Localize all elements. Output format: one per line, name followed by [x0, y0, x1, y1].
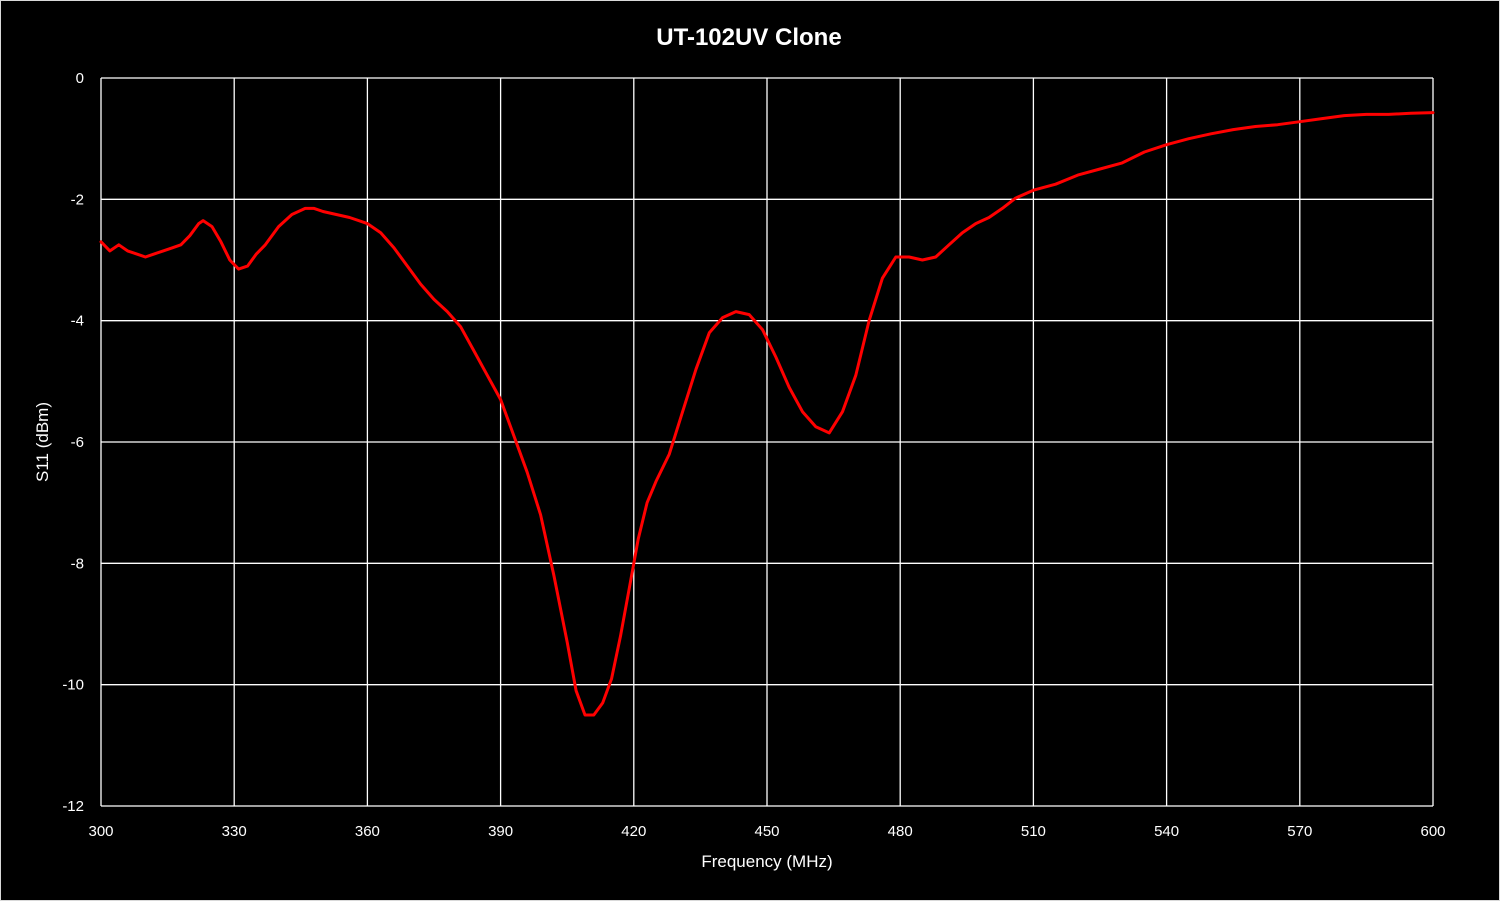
x-tick-label: 480 [888, 823, 913, 840]
series-layer [99, 111, 1435, 717]
y-tick-label: 0 [76, 70, 84, 87]
y-axis-title: S11 (dBm) [33, 402, 52, 482]
x-tick-label: 600 [1420, 823, 1445, 840]
x-tick-label: 360 [355, 823, 380, 840]
x-tick-label: 570 [1287, 823, 1312, 840]
series-line [99, 111, 1435, 717]
y-tick-label: -12 [62, 798, 84, 815]
x-tick-label: 300 [88, 823, 113, 840]
x-tick-label: 510 [1021, 823, 1046, 840]
x-axis-title: Frequency (MHz) [701, 852, 832, 871]
x-tick-label: 420 [621, 823, 646, 840]
y-tick-label: -10 [62, 677, 84, 694]
y-tick-label: -4 [71, 313, 84, 330]
grid [100, 77, 1434, 807]
y-tick-label: -2 [71, 191, 84, 208]
x-tick-label: 540 [1154, 823, 1179, 840]
y-tick-label: -6 [71, 434, 84, 451]
x-tick-labels: 300 330 360 390 420 450 480 510 540 570 600 [88, 823, 1445, 840]
chart-title: UT-102UV Clone [656, 24, 841, 51]
y-tick-labels: 0 -2 -4 -6 -8 -10 -12 [62, 70, 84, 815]
y-tick-label: -8 [71, 555, 84, 572]
x-tick-label: 390 [488, 823, 513, 840]
x-tick-label: 450 [754, 823, 779, 840]
x-tick-label: 330 [222, 823, 247, 840]
